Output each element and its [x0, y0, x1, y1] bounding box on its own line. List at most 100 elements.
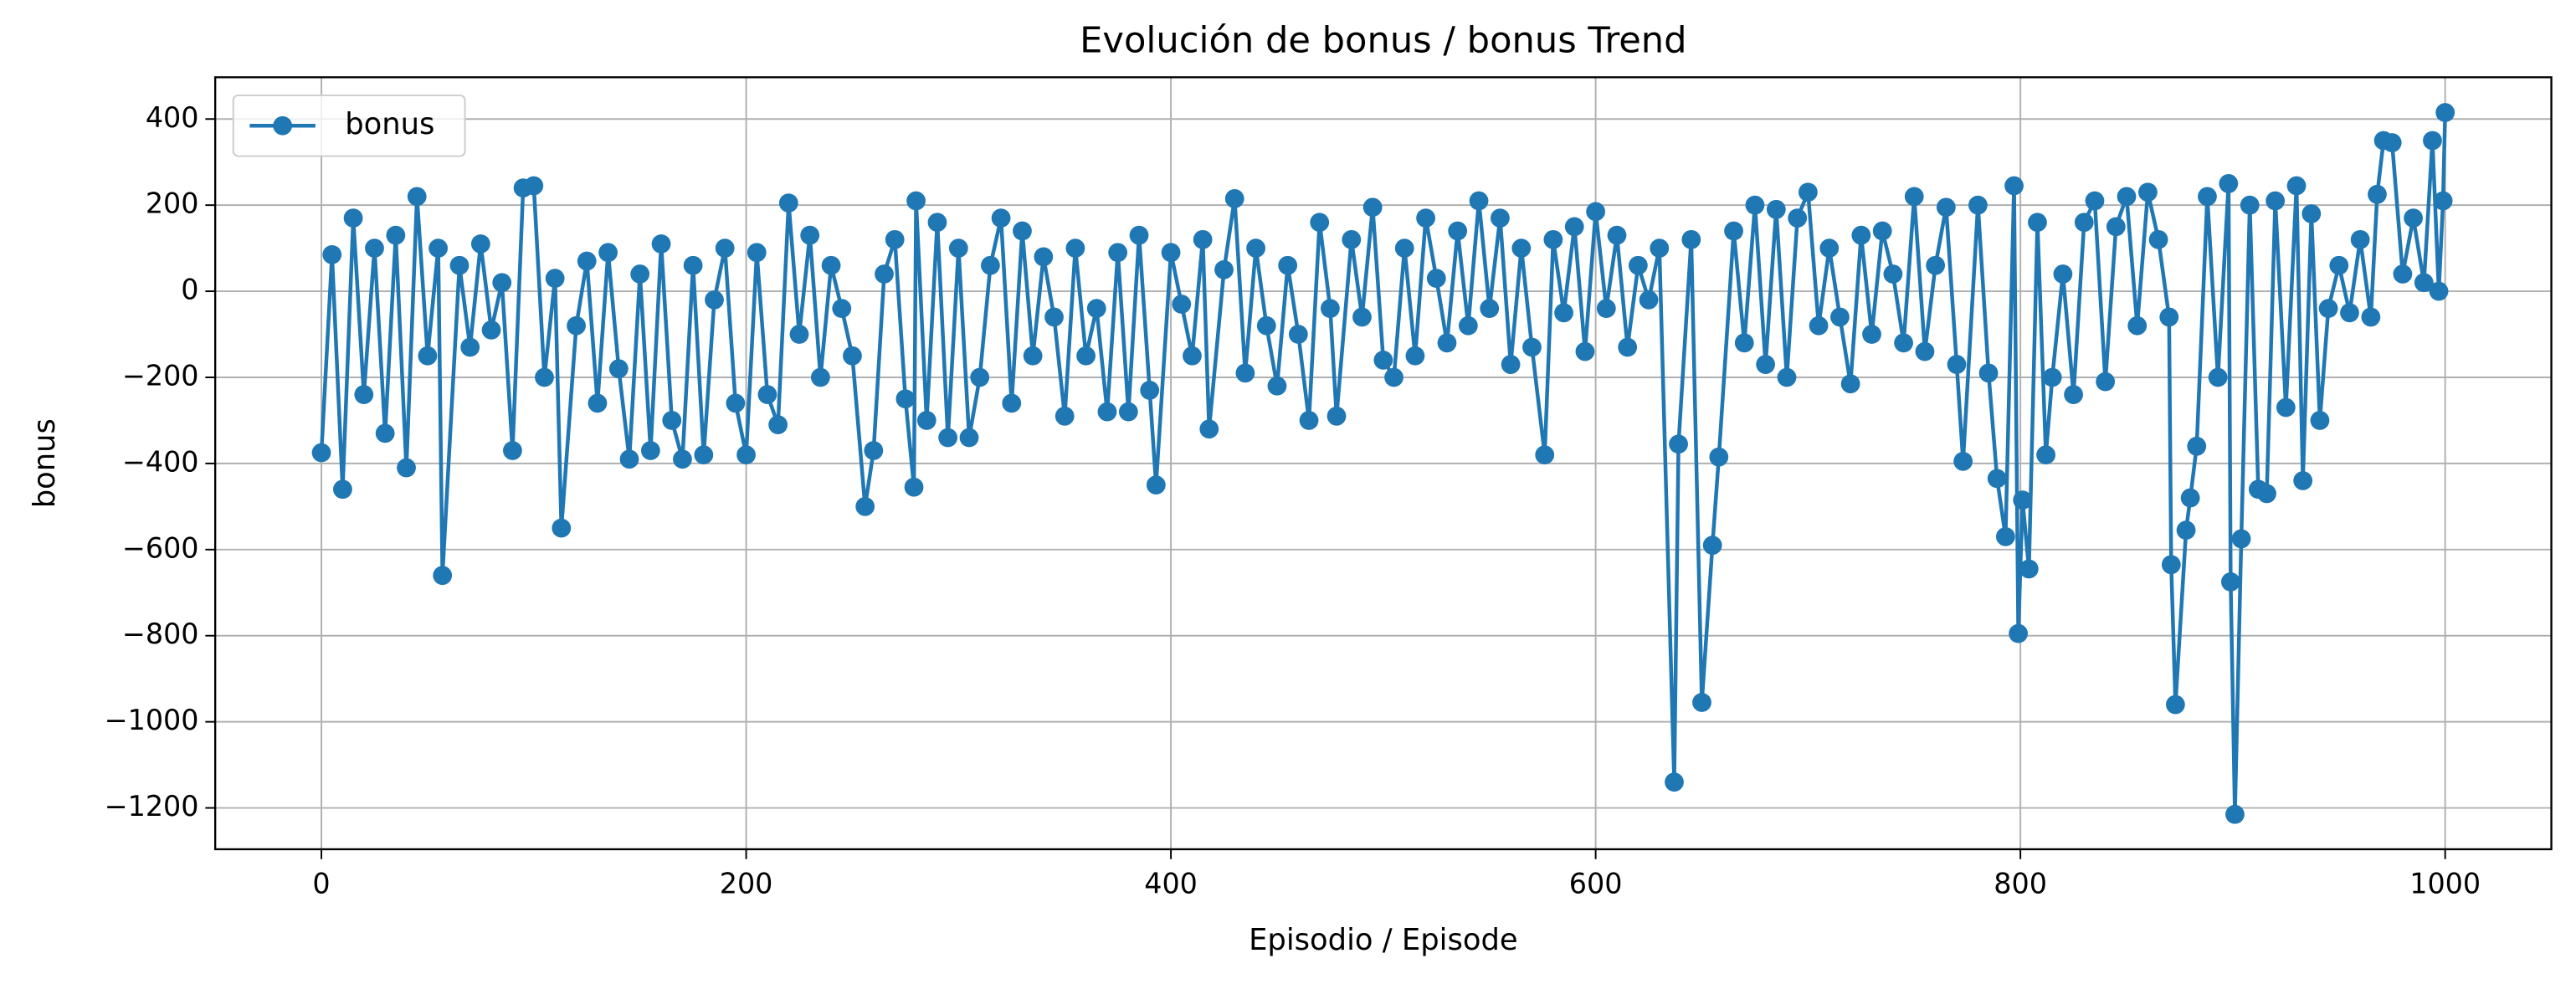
data-point — [1535, 445, 1555, 464]
data-point — [1628, 255, 1648, 275]
data-point — [1798, 182, 1818, 202]
data-point — [757, 385, 777, 404]
data-point — [2429, 281, 2449, 301]
data-point — [970, 367, 990, 387]
data-point — [2096, 372, 2116, 392]
data-point — [2257, 484, 2276, 504]
data-point — [1023, 346, 1043, 366]
data-point — [1373, 351, 1393, 370]
data-point — [418, 346, 438, 366]
data-point — [1650, 238, 1670, 259]
data-point — [726, 393, 746, 413]
data-point — [1681, 229, 1701, 249]
data-point — [2198, 187, 2217, 207]
data-point — [1097, 402, 1117, 422]
data-point — [1830, 307, 1850, 327]
data-point — [2106, 217, 2126, 237]
data-point — [1953, 451, 1973, 471]
data-point — [2180, 488, 2200, 508]
data-point — [619, 449, 639, 469]
data-point — [673, 449, 692, 469]
data-point — [1055, 406, 1075, 426]
data-point — [1161, 243, 1181, 263]
data-point — [2009, 623, 2028, 643]
data-point — [843, 346, 862, 366]
data-point — [2293, 471, 2313, 490]
data-point — [2166, 694, 2185, 715]
y-tick-label: −600 — [122, 531, 199, 564]
data-point — [567, 315, 586, 336]
data-point — [2036, 445, 2055, 464]
data-point — [1013, 221, 1032, 241]
data-point — [948, 238, 968, 259]
data-point — [1851, 225, 1871, 245]
data-point — [1766, 199, 1786, 219]
data-point — [1936, 197, 1956, 218]
data-point — [2310, 411, 2330, 430]
data-point — [1947, 355, 1967, 374]
data-point — [322, 244, 342, 264]
data-point — [981, 255, 1000, 275]
data-point — [640, 441, 660, 460]
data-point — [959, 428, 979, 448]
y-tick-label: −1000 — [105, 704, 199, 736]
data-point — [2340, 303, 2359, 323]
data-point — [1987, 469, 2007, 489]
data-point — [1044, 307, 1064, 327]
data-point — [1511, 238, 1532, 259]
data-point — [1214, 259, 1234, 279]
data-point — [1426, 269, 1446, 289]
data-point — [2019, 559, 2039, 579]
data-point — [343, 208, 363, 228]
legend: bonus — [232, 94, 466, 157]
data-point — [1278, 255, 1298, 275]
y-axis-label: bonus — [28, 418, 62, 508]
data-point — [1862, 325, 1881, 344]
y-tick-label: −200 — [122, 359, 199, 392]
data-point — [1146, 475, 1166, 495]
data-point — [1469, 191, 1489, 211]
data-point — [2085, 191, 2105, 211]
data-point — [2286, 176, 2307, 196]
data-point — [2219, 174, 2239, 193]
data-point — [1076, 346, 1096, 366]
data-point — [1437, 333, 1457, 353]
data-point — [1172, 295, 1192, 314]
data-point — [1480, 299, 1500, 319]
data-point — [1586, 202, 1606, 222]
data-point — [449, 255, 470, 275]
data-point — [1362, 197, 1383, 218]
data-point — [2433, 191, 2453, 211]
data-point — [2074, 213, 2094, 233]
data-point — [864, 441, 884, 460]
data-point — [1108, 243, 1128, 263]
data-point — [832, 299, 852, 319]
data-point — [2350, 229, 2370, 249]
data-point — [1299, 411, 1319, 430]
data-point — [991, 208, 1011, 228]
data-point — [2240, 195, 2260, 215]
data-point — [1522, 337, 1542, 357]
data-point — [1840, 374, 1860, 394]
x-tick-label: 600 — [1569, 868, 1623, 900]
data-point — [1183, 346, 1202, 366]
y-tick-label: −800 — [122, 618, 199, 650]
data-point — [470, 234, 490, 254]
data-point — [2301, 204, 2322, 223]
data-point — [2382, 133, 2402, 152]
data-point — [577, 251, 597, 271]
data-point — [895, 389, 916, 409]
data-point — [1734, 333, 1754, 353]
data-point — [789, 325, 809, 344]
data-point — [1352, 307, 1372, 327]
data-point — [1416, 208, 1435, 228]
data-point — [1777, 367, 1797, 387]
data-point — [736, 445, 756, 464]
data-point — [503, 441, 522, 460]
data-point — [397, 458, 416, 478]
data-point — [916, 411, 936, 430]
x-tick-label: 0 — [312, 868, 330, 900]
data-point — [1224, 189, 1244, 208]
data-point — [1692, 693, 1711, 712]
